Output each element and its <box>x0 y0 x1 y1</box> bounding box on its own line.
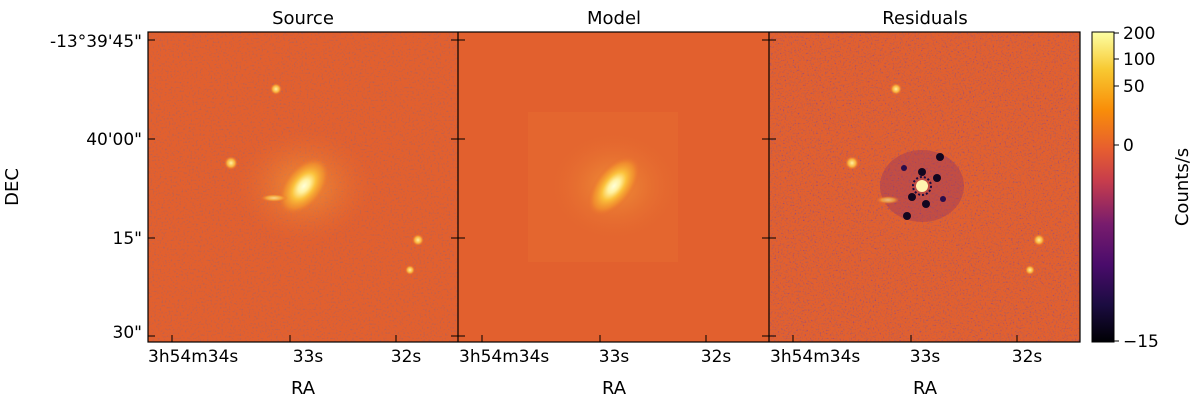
y-tick-label: 30" <box>113 323 142 343</box>
residuals-star-3 <box>1033 234 1045 246</box>
x-axis-label: RA <box>291 378 316 399</box>
x-axes: 3h54m34s 33s 32s RA 3h54m34s 33s 32s RA … <box>148 335 1042 399</box>
residuals-companion <box>876 196 900 204</box>
x-tick-label: 33s <box>293 347 324 367</box>
y-tick-label: 15" <box>113 229 142 249</box>
panel-title-residuals: Residuals <box>882 8 967 29</box>
residuals-star-4 <box>1025 265 1035 275</box>
x-tick-label: 3h54m34s <box>148 347 238 367</box>
x-tick-label: 3h54m34s <box>459 347 549 367</box>
colorbar-gradient <box>1091 31 1115 343</box>
colorbar-tick-label: 200 <box>1123 24 1155 44</box>
residual-dip-1 <box>918 168 926 176</box>
x-tick-label: 32s <box>391 347 422 367</box>
model-galaxy-core <box>587 155 641 217</box>
x-tick-label: 33s <box>910 347 941 367</box>
y-tick-label: -13°39'45" <box>50 32 142 52</box>
residual-dip-7 <box>901 165 907 171</box>
residual-dip-3 <box>933 174 941 182</box>
source-star-1 <box>270 83 282 95</box>
model-panel <box>458 32 769 342</box>
x-axis-label: RA <box>913 378 938 399</box>
source-star-2 <box>224 156 238 170</box>
residual-dip-8 <box>940 196 946 202</box>
colorbar-tick-label: 100 <box>1123 50 1155 70</box>
source-companion <box>260 194 288 202</box>
colorbar-tick-label: 0 <box>1123 136 1134 156</box>
y-axis-label: DEC <box>2 168 23 206</box>
residuals-core-ring <box>912 176 932 196</box>
residuals-panel <box>769 32 1080 342</box>
panel-title-model: Model <box>587 8 641 29</box>
colorbar: 200 100 50 0 −15 Counts/s <box>1091 24 1193 352</box>
y-tick-label: 40'00" <box>86 130 142 150</box>
residual-dip-6 <box>903 212 911 220</box>
residual-dip-5 <box>922 200 930 208</box>
source-panel <box>148 32 458 342</box>
colorbar-tick-label: −15 <box>1123 332 1159 352</box>
panels-frame <box>147 31 1081 343</box>
residual-dip-4 <box>908 193 916 201</box>
residuals-star-2 <box>845 156 859 170</box>
x-tick-label: 32s <box>1012 347 1043 367</box>
colorbar-label: Counts/s <box>1172 148 1193 226</box>
x-tick-label: 33s <box>599 347 630 367</box>
x-axis-label: RA <box>602 378 627 399</box>
x-tick-label: 32s <box>701 347 732 367</box>
residual-dip-2 <box>936 153 944 161</box>
source-galaxy-core <box>277 156 331 216</box>
panel-title-source: Source <box>272 8 334 29</box>
x-tick-label: 3h54m34s <box>770 347 860 367</box>
residuals-core <box>916 180 928 192</box>
residuals-star-1 <box>890 83 902 95</box>
y-axis: DEC -13°39'45" 40'00" 15" 30" <box>2 32 776 343</box>
colorbar-tick-label: 50 <box>1123 77 1145 97</box>
source-star-3 <box>412 234 424 246</box>
source-star-4 <box>405 265 415 275</box>
panel-titles: Source Model Residuals <box>272 8 968 29</box>
